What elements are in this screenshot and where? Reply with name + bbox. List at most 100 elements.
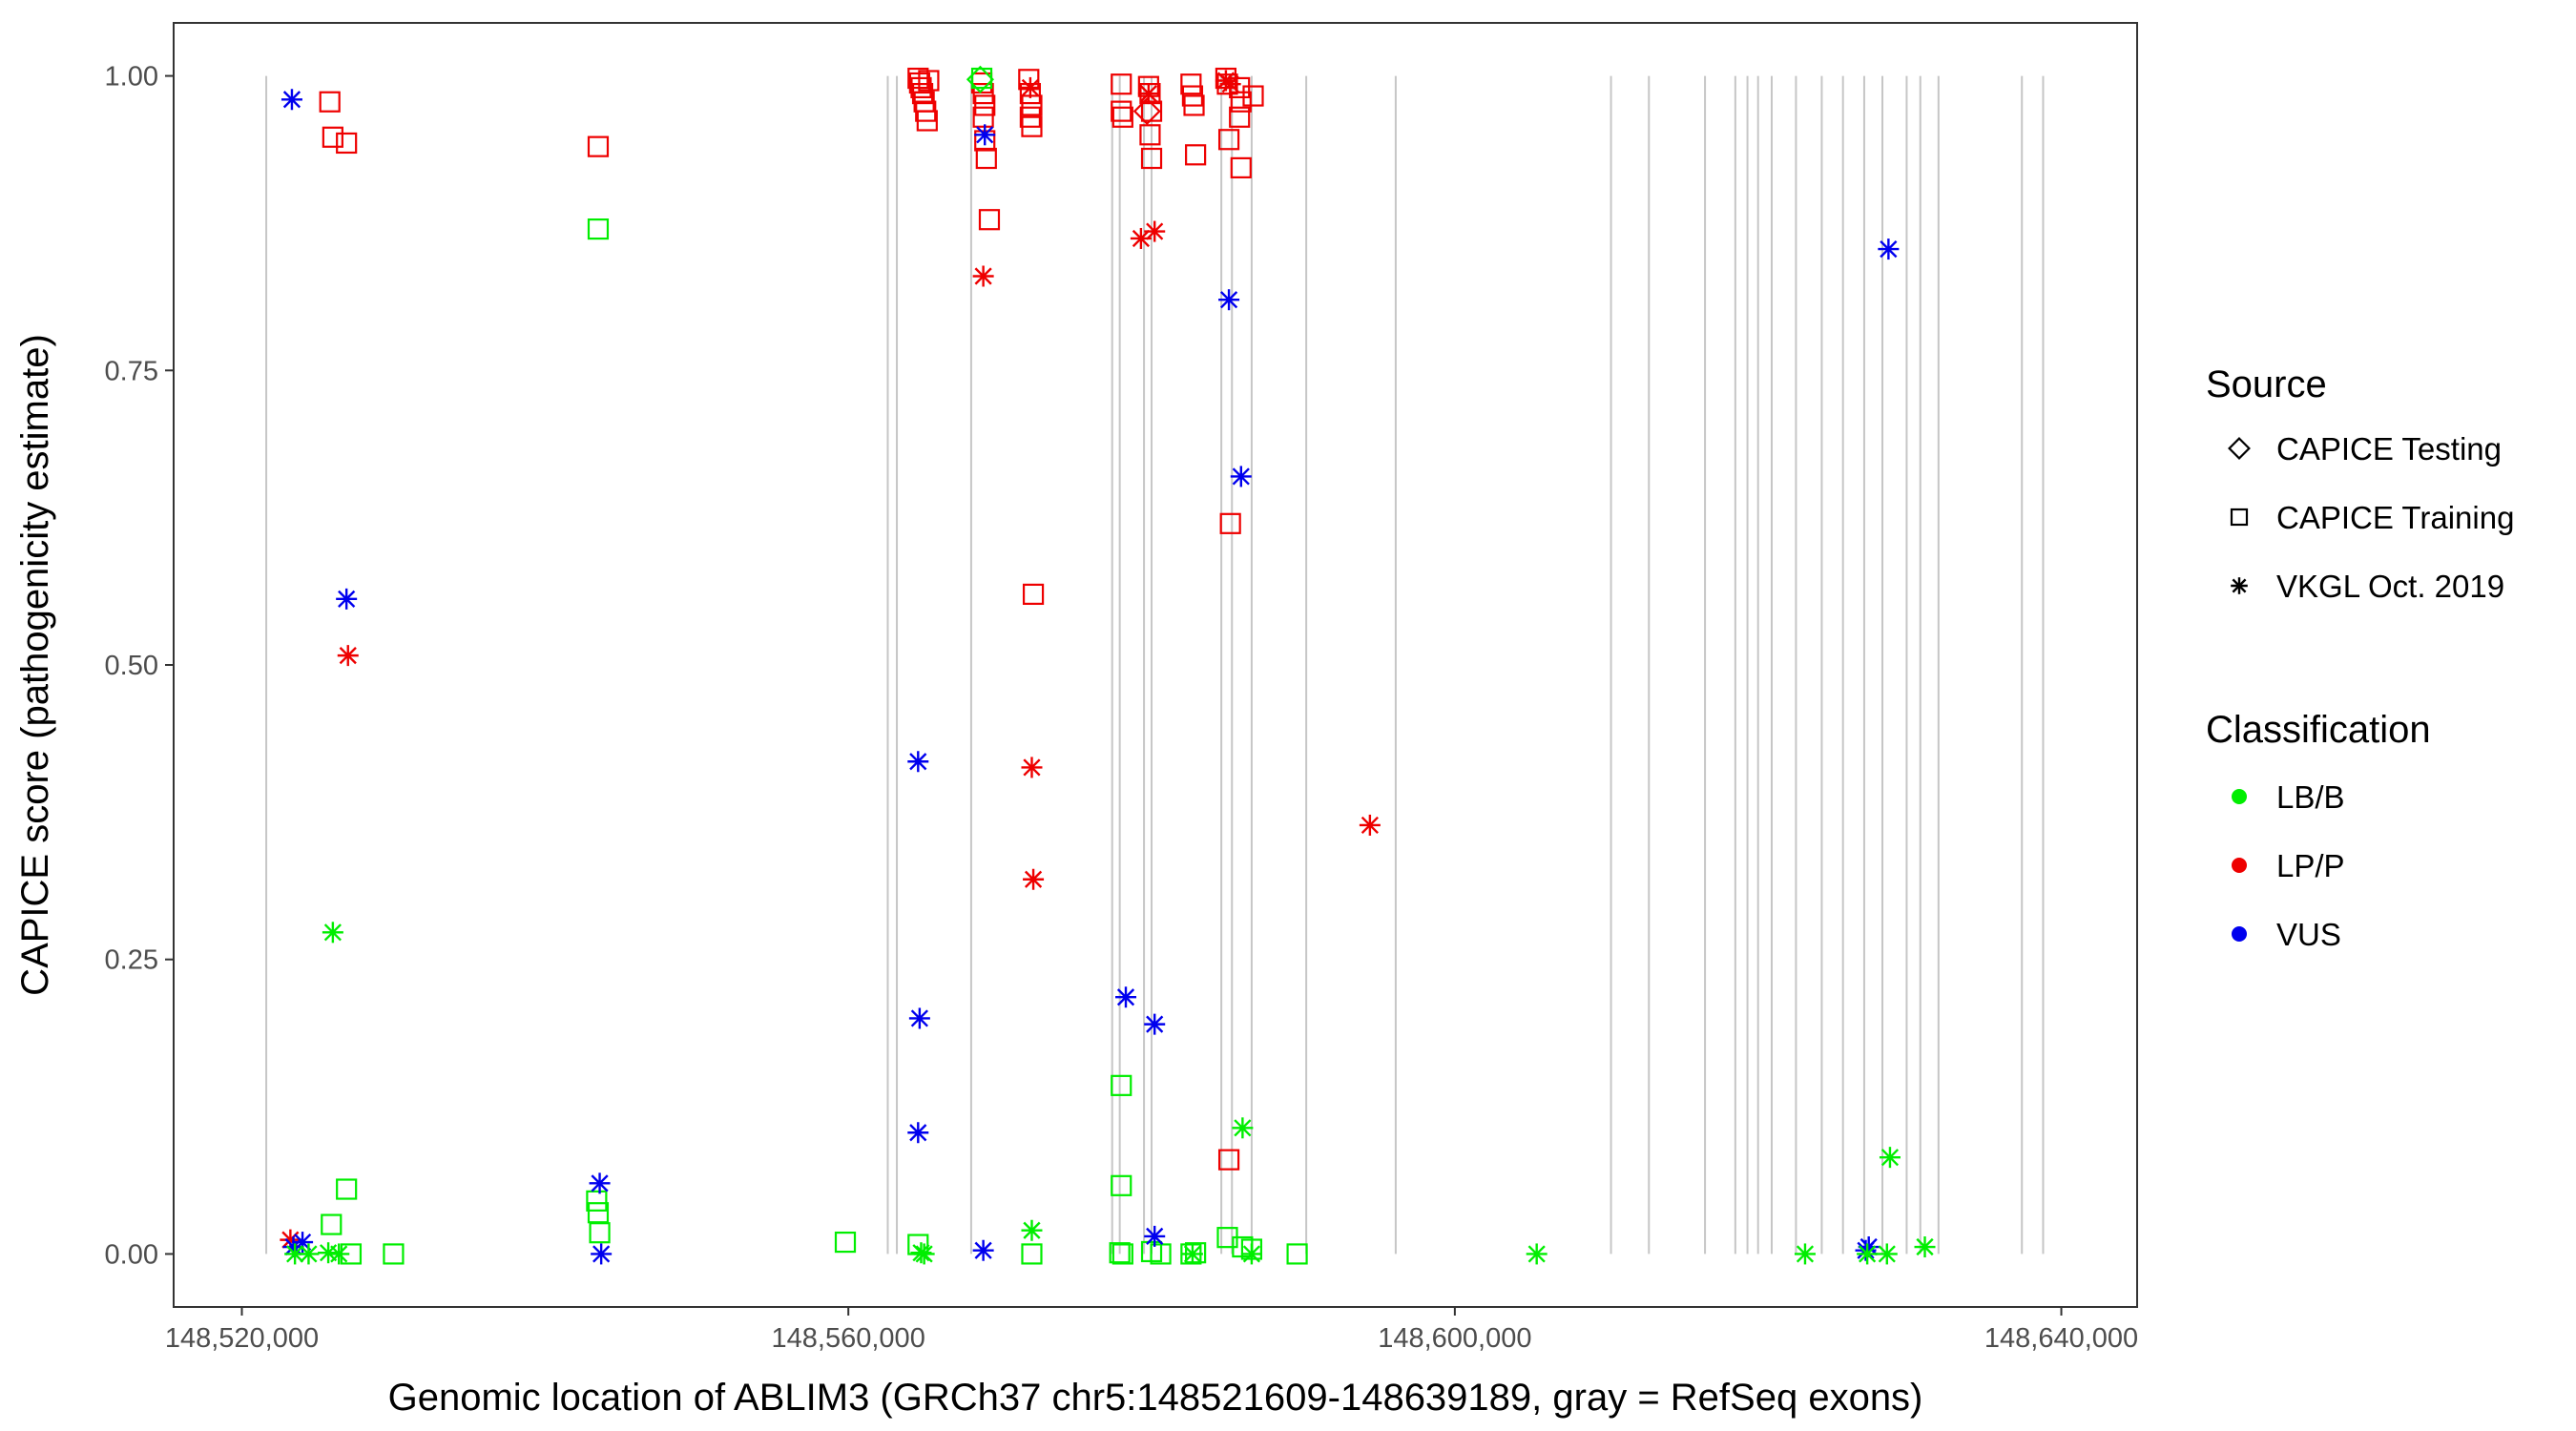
legend-classification-label: LP/P: [2276, 848, 2345, 883]
data-point: [1144, 1013, 1166, 1035]
data-point: [1286, 1243, 1308, 1265]
data-point: [1022, 583, 1045, 606]
data-point: [587, 218, 610, 240]
y-tick-label: 0.75: [105, 356, 158, 386]
x-tick-label: 148,640,000: [1984, 1323, 2138, 1354]
data-point: [1144, 220, 1166, 242]
data-point: [1876, 1243, 1898, 1265]
x-tick-label: 148,600,000: [1378, 1323, 1531, 1354]
data-point: [1181, 1243, 1203, 1265]
legend-source-label: CAPICE Testing: [2276, 431, 2502, 467]
legend-source-label: CAPICE Training: [2276, 500, 2514, 535]
data-points: [280, 65, 1936, 1265]
data-point: [1111, 1074, 1132, 1096]
data-point: [1180, 73, 1202, 95]
data-point: [1232, 1117, 1254, 1139]
data-point: [907, 1122, 929, 1144]
data-point: [1878, 238, 1900, 260]
data-point: [972, 82, 994, 105]
legend-source-items: CAPICE Testing CAPICE Training VKGL Oct. 2…: [2228, 431, 2514, 604]
data-point: [322, 126, 343, 148]
data-point: [972, 1239, 994, 1261]
data-point: [1185, 144, 1207, 166]
data-point: [1217, 129, 1240, 151]
data-point: [336, 588, 358, 610]
data-point: [1359, 814, 1381, 836]
legend-key-dot: [2232, 858, 2247, 873]
data-point: [834, 1231, 857, 1254]
data-point: [1021, 1243, 1043, 1265]
data-point: [1879, 1147, 1901, 1169]
data-point: [1794, 1243, 1816, 1265]
data-point: [1111, 73, 1132, 95]
data-point: [1857, 1243, 1879, 1265]
data-point: [589, 1222, 611, 1244]
data-point: [1230, 466, 1252, 487]
data-point: [336, 132, 358, 155]
data-point: [1115, 986, 1137, 1008]
data-point: [1111, 1174, 1132, 1196]
data-point: [974, 124, 996, 146]
data-point: [1139, 124, 1161, 146]
data-point: [322, 922, 343, 944]
data-point: [1229, 106, 1251, 128]
data-point: [284, 1243, 306, 1265]
data-point: [1021, 115, 1043, 137]
legend-classification-label: LB/B: [2276, 779, 2345, 815]
y-tick-label: 1.00: [105, 62, 158, 93]
data-point: [337, 645, 359, 667]
data-point: [383, 1243, 405, 1265]
data-point: [336, 1178, 358, 1200]
data-point: [972, 265, 994, 287]
data-point: [318, 1242, 340, 1264]
data-point: [1132, 97, 1161, 126]
data-point: [910, 1242, 932, 1264]
data-point: [1242, 85, 1264, 107]
data-point: [908, 1007, 930, 1029]
legend-key-dot: [2232, 926, 2247, 942]
data-point: [918, 70, 940, 92]
data-point: [1217, 1149, 1240, 1171]
legend: Source CAPICE Testing CAPICE Training VKGL…: [2206, 363, 2514, 952]
legend-classification-title: Classification: [2206, 709, 2431, 751]
data-point: [978, 209, 1001, 231]
legend-key-diamond: [2228, 437, 2251, 460]
legend-classification-label: VUS: [2276, 917, 2341, 952]
data-point: [1219, 512, 1241, 534]
data-point: [319, 91, 341, 113]
legend-source-title: Source: [2206, 363, 2327, 405]
data-point: [911, 82, 934, 105]
legend-source-label: VKGL Oct. 2019: [2276, 569, 2504, 604]
data-point: [1240, 1243, 1262, 1265]
data-point: [328, 1243, 350, 1265]
data-point: [280, 89, 302, 111]
data-point: [1111, 100, 1132, 122]
data-point: [1144, 1225, 1166, 1247]
y-axis-title: CAPICE score (pathogenicity estimate): [14, 334, 56, 996]
legend-key-square: [2230, 508, 2249, 527]
y-axis: 0.00 0.25 0.50 0.75 1.00: [105, 62, 174, 1270]
data-point: [975, 147, 997, 170]
exon-lines: [265, 75, 2045, 1255]
data-point: [1021, 757, 1043, 778]
data-point: [1137, 83, 1159, 105]
legend-classification-items: LB/B LP/P VUS: [2232, 779, 2345, 952]
data-point: [321, 1213, 343, 1235]
y-tick-label: 0.00: [105, 1239, 158, 1270]
data-point: [298, 1243, 320, 1265]
data-point: [589, 1172, 611, 1194]
y-tick-label: 0.50: [105, 651, 158, 681]
data-point: [1109, 1242, 1131, 1264]
data-point: [1021, 1219, 1043, 1241]
data-point: [1526, 1243, 1548, 1265]
data-point: [1185, 1242, 1207, 1264]
data-point: [1914, 1236, 1936, 1258]
data-point: [1219, 73, 1241, 95]
data-point: [1140, 100, 1163, 122]
data-point: [1019, 76, 1041, 98]
data-point: [1218, 289, 1240, 311]
data-point: [591, 1243, 613, 1265]
data-point: [974, 94, 996, 116]
x-axis-title: Genomic location of ABLIM3 (GRCh37 chr5:…: [388, 1377, 1923, 1419]
data-point: [1183, 94, 1205, 116]
